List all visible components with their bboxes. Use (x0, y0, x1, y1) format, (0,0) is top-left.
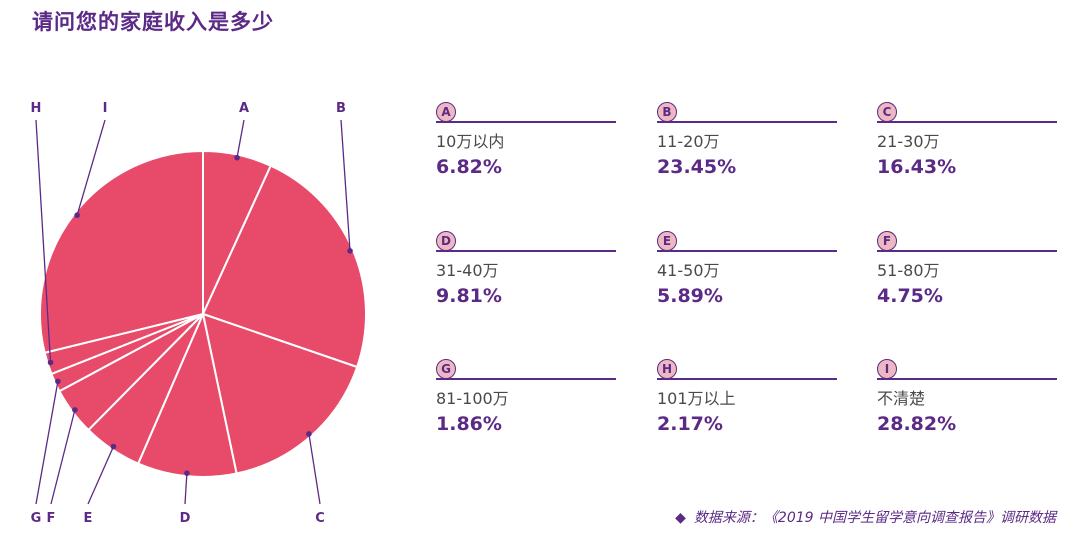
pie-slice-i (39, 149, 204, 354)
legend-percentage: 23.45% (657, 156, 737, 178)
leader-dot-i (74, 212, 80, 219)
legend-range-label: 不清楚 (877, 389, 926, 408)
leader-dot-d (184, 470, 190, 476)
legend-badge: B (657, 102, 677, 122)
data-source-text: 数据来源：《2019 中国学生留学意向调查报告》调研数据 (693, 510, 1056, 526)
legend-range-label: 41-50万 (657, 261, 720, 280)
legend-divider (436, 250, 616, 252)
pie-label-h: H (31, 101, 42, 116)
legend-range-label: 11-20万 (657, 132, 720, 151)
legend-divider (436, 121, 616, 123)
leader-dot-e (110, 443, 117, 450)
legend-divider (877, 378, 1057, 380)
legend-percentage: 5.89% (657, 285, 723, 307)
pie-label-b: B (336, 101, 346, 116)
legend-badge: D (436, 231, 456, 251)
leader-dot-g (55, 378, 61, 385)
legend-percentage: 2.17% (657, 413, 723, 435)
pie-label-i: I (103, 101, 108, 116)
leader-line-i (76, 119, 106, 216)
legend-divider (657, 250, 837, 252)
legend-percentage: 1.86% (436, 413, 502, 435)
legend-percentage: 6.82% (436, 156, 502, 178)
leader-line-d (184, 473, 188, 505)
leader-line-b (340, 119, 351, 251)
legend-range-label: 31-40万 (436, 261, 499, 280)
pie-label-g: G (31, 511, 42, 526)
legend-divider (436, 378, 616, 380)
pie-label-c: C (315, 511, 325, 526)
legend-badge: H (657, 359, 677, 379)
pie-label-f: F (47, 511, 56, 526)
leader-line-f (50, 409, 76, 505)
leader-dot-a (234, 154, 240, 161)
legend-range-label: 51-80万 (877, 261, 940, 280)
legend-badge: E (657, 231, 677, 251)
legend-badge: F (877, 231, 897, 251)
legend-badge: G (436, 359, 456, 379)
leader-line-c (308, 433, 321, 505)
legend-percentage: 16.43% (877, 156, 957, 178)
legend-percentage: 4.75% (877, 285, 943, 307)
leader-dot-f (72, 407, 78, 413)
leader-dot-c (306, 431, 312, 437)
legend-divider (877, 250, 1057, 252)
leader-dot-b (347, 248, 353, 254)
legend-range-label: 101万以上 (657, 389, 736, 408)
pie-label-e: E (84, 511, 93, 526)
leader-line-a (236, 119, 245, 158)
legend-badge: C (877, 102, 897, 122)
legend-divider (657, 378, 837, 380)
leader-line-g (35, 381, 59, 505)
chart-title: 请问您的家庭收入是多少 (32, 10, 274, 34)
legend-divider (657, 121, 837, 123)
legend-divider (877, 121, 1057, 123)
legend-range-label: 10万以内 (436, 132, 505, 151)
pie-label-d: D (180, 511, 191, 526)
legend-percentage: 9.81% (436, 285, 502, 307)
legend-percentage: 28.82% (877, 413, 957, 435)
pie-slice-c (201, 312, 359, 475)
diamond-icon: ◆ (675, 510, 686, 526)
pie-slice-b (201, 164, 367, 369)
legend-badge: I (877, 359, 897, 379)
leader-dot-h (47, 359, 54, 366)
legend-badge: A (436, 102, 456, 122)
leader-line-e (87, 446, 115, 505)
legend-range-label: 21-30万 (877, 132, 940, 151)
pie-label-a: A (239, 101, 249, 116)
leader-line-h (35, 119, 52, 363)
legend-range-label: 81-100万 (436, 389, 509, 408)
data-source: ◆ 数据来源：《2019 中国学生留学意向调查报告》调研数据 (675, 507, 1056, 527)
pie-chart: A B C D E FG H I (31, 101, 367, 526)
